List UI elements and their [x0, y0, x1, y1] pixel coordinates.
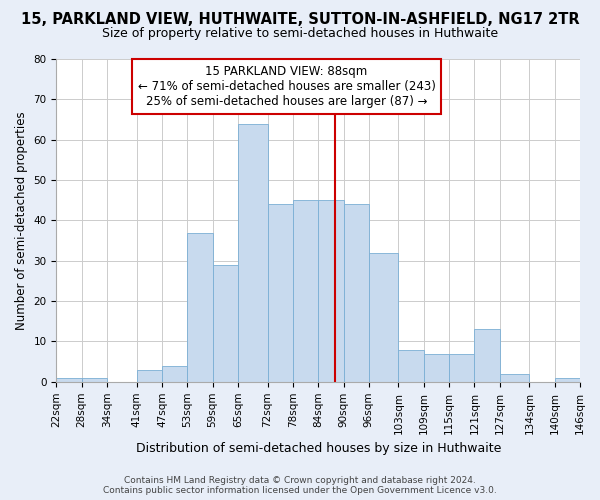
Bar	[424, 354, 449, 382]
Bar	[398, 350, 424, 382]
Bar	[475, 330, 500, 382]
Bar	[137, 370, 162, 382]
Bar	[369, 252, 398, 382]
Bar	[238, 124, 268, 382]
Text: 15, PARKLAND VIEW, HUTHWAITE, SUTTON-IN-ASHFIELD, NG17 2TR: 15, PARKLAND VIEW, HUTHWAITE, SUTTON-IN-…	[20, 12, 580, 28]
Bar	[56, 378, 82, 382]
Bar	[162, 366, 187, 382]
Bar	[187, 232, 212, 382]
Bar	[212, 265, 238, 382]
Bar	[268, 204, 293, 382]
Bar	[318, 200, 344, 382]
Text: Size of property relative to semi-detached houses in Huthwaite: Size of property relative to semi-detach…	[102, 28, 498, 40]
X-axis label: Distribution of semi-detached houses by size in Huthwaite: Distribution of semi-detached houses by …	[136, 442, 501, 455]
Bar	[554, 378, 580, 382]
Text: 15 PARKLAND VIEW: 88sqm
← 71% of semi-detached houses are smaller (243)
25% of s: 15 PARKLAND VIEW: 88sqm ← 71% of semi-de…	[137, 65, 436, 108]
Bar	[344, 204, 369, 382]
Bar	[500, 374, 529, 382]
Bar	[449, 354, 475, 382]
Bar	[293, 200, 318, 382]
Text: Contains HM Land Registry data © Crown copyright and database right 2024.
Contai: Contains HM Land Registry data © Crown c…	[103, 476, 497, 495]
Y-axis label: Number of semi-detached properties: Number of semi-detached properties	[15, 111, 28, 330]
Bar	[82, 378, 107, 382]
Bar	[580, 378, 600, 382]
